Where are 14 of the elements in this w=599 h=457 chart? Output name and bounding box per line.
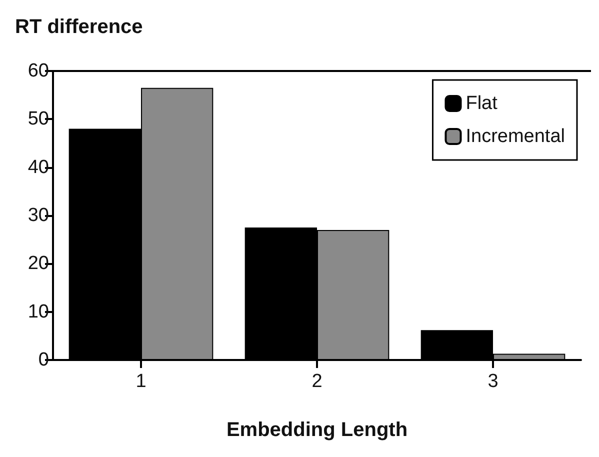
legend-label: Incremental (466, 126, 566, 147)
y-tick-label: 60 (28, 60, 49, 82)
y-tick-label: 30 (28, 205, 49, 226)
y-tick-label: 20 (28, 253, 49, 274)
x-tick-label: 1 (136, 371, 146, 392)
x-tick-label: 3 (488, 371, 498, 392)
y-tick-label: 0 (38, 350, 49, 370)
y-tick-label: 10 (28, 301, 49, 322)
chart-title: RT difference (15, 16, 143, 38)
x-axis-title: Embedding Length (226, 419, 408, 441)
legend-label: Flat (466, 93, 498, 114)
x-tick-label: 2 (312, 371, 322, 392)
y-tick-label: 50 (28, 108, 49, 130)
y-tick-label: 40 (28, 156, 49, 178)
